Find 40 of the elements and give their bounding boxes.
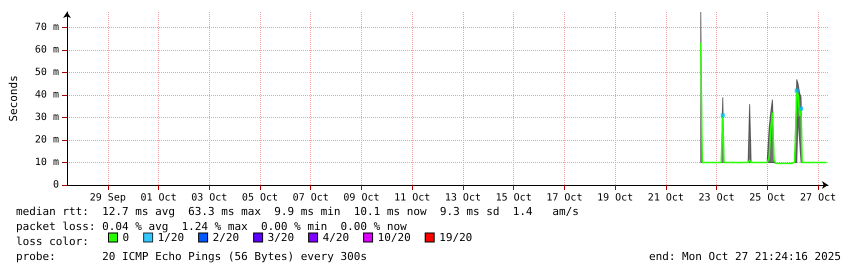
legend-label: 4/20	[322, 231, 350, 244]
x-tick-label: 05 Oct	[242, 192, 278, 204]
y-tick-label: 10 m	[34, 157, 59, 168]
legend-label: 10/20	[378, 231, 411, 244]
x-tick-label: 23 Oct	[698, 192, 735, 204]
text: median rtt: 12.7 ms avg 63.3 ms max 9.9 ms min 10.1 ms now 9.3 ms sd 1.4 am/s	[16, 205, 579, 218]
y-axis-title: Seconds	[7, 75, 20, 122]
y-tick-label: 20 m	[34, 134, 59, 146]
y-tick-label: 50 m	[34, 67, 59, 78]
point	[720, 113, 725, 118]
y-tick-label: 0	[52, 180, 59, 190]
legend-label: 1/20	[158, 231, 184, 244]
x-tick-label: 09 Oct	[343, 192, 380, 204]
legend-title: loss color:	[16, 235, 89, 248]
y-tick-label: 70 m	[34, 22, 59, 34]
text: probe: 20 ICMP Echo Pings (56 Bytes) every 300s	[16, 250, 367, 263]
x-tick-label: 07 Oct	[292, 192, 329, 204]
x-tick-label: 25 Oct	[749, 192, 786, 204]
y-tick-label: 40 m	[34, 90, 59, 101]
x-tick-label: 19 Oct	[597, 192, 634, 204]
x-tick-label: 03 Oct	[191, 192, 228, 204]
x-tick-label: 21 Oct	[648, 192, 684, 204]
point	[794, 88, 799, 93]
legend-label: 2/20	[212, 231, 240, 244]
x-tick-label: 29 Sep	[90, 192, 126, 204]
x-tick-label: 13 Oct	[444, 192, 481, 204]
text: packet loss: 0.04 % avg 1.24 % max 0.00 % min 0.00 % now	[16, 220, 408, 233]
y-tick-label: 60 m	[34, 44, 59, 56]
x-tick-label: 11 Oct	[394, 192, 430, 204]
line-series	[700, 42, 827, 164]
text: end: Mon Oct 27 21:24:16 2025	[648, 250, 842, 263]
point	[799, 106, 804, 111]
legend-label: 0	[122, 231, 130, 244]
legend-label: 3/20	[268, 231, 294, 244]
x-tick-label: 01 Oct	[140, 192, 177, 204]
x-tick-label: 17 Oct	[546, 192, 582, 204]
legend-label: 19/20	[439, 231, 472, 244]
y-tick-label: 30 m	[34, 112, 59, 124]
x-tick-label: 27 Oct	[800, 192, 836, 204]
x-tick-label: 15 Oct	[496, 192, 532, 204]
